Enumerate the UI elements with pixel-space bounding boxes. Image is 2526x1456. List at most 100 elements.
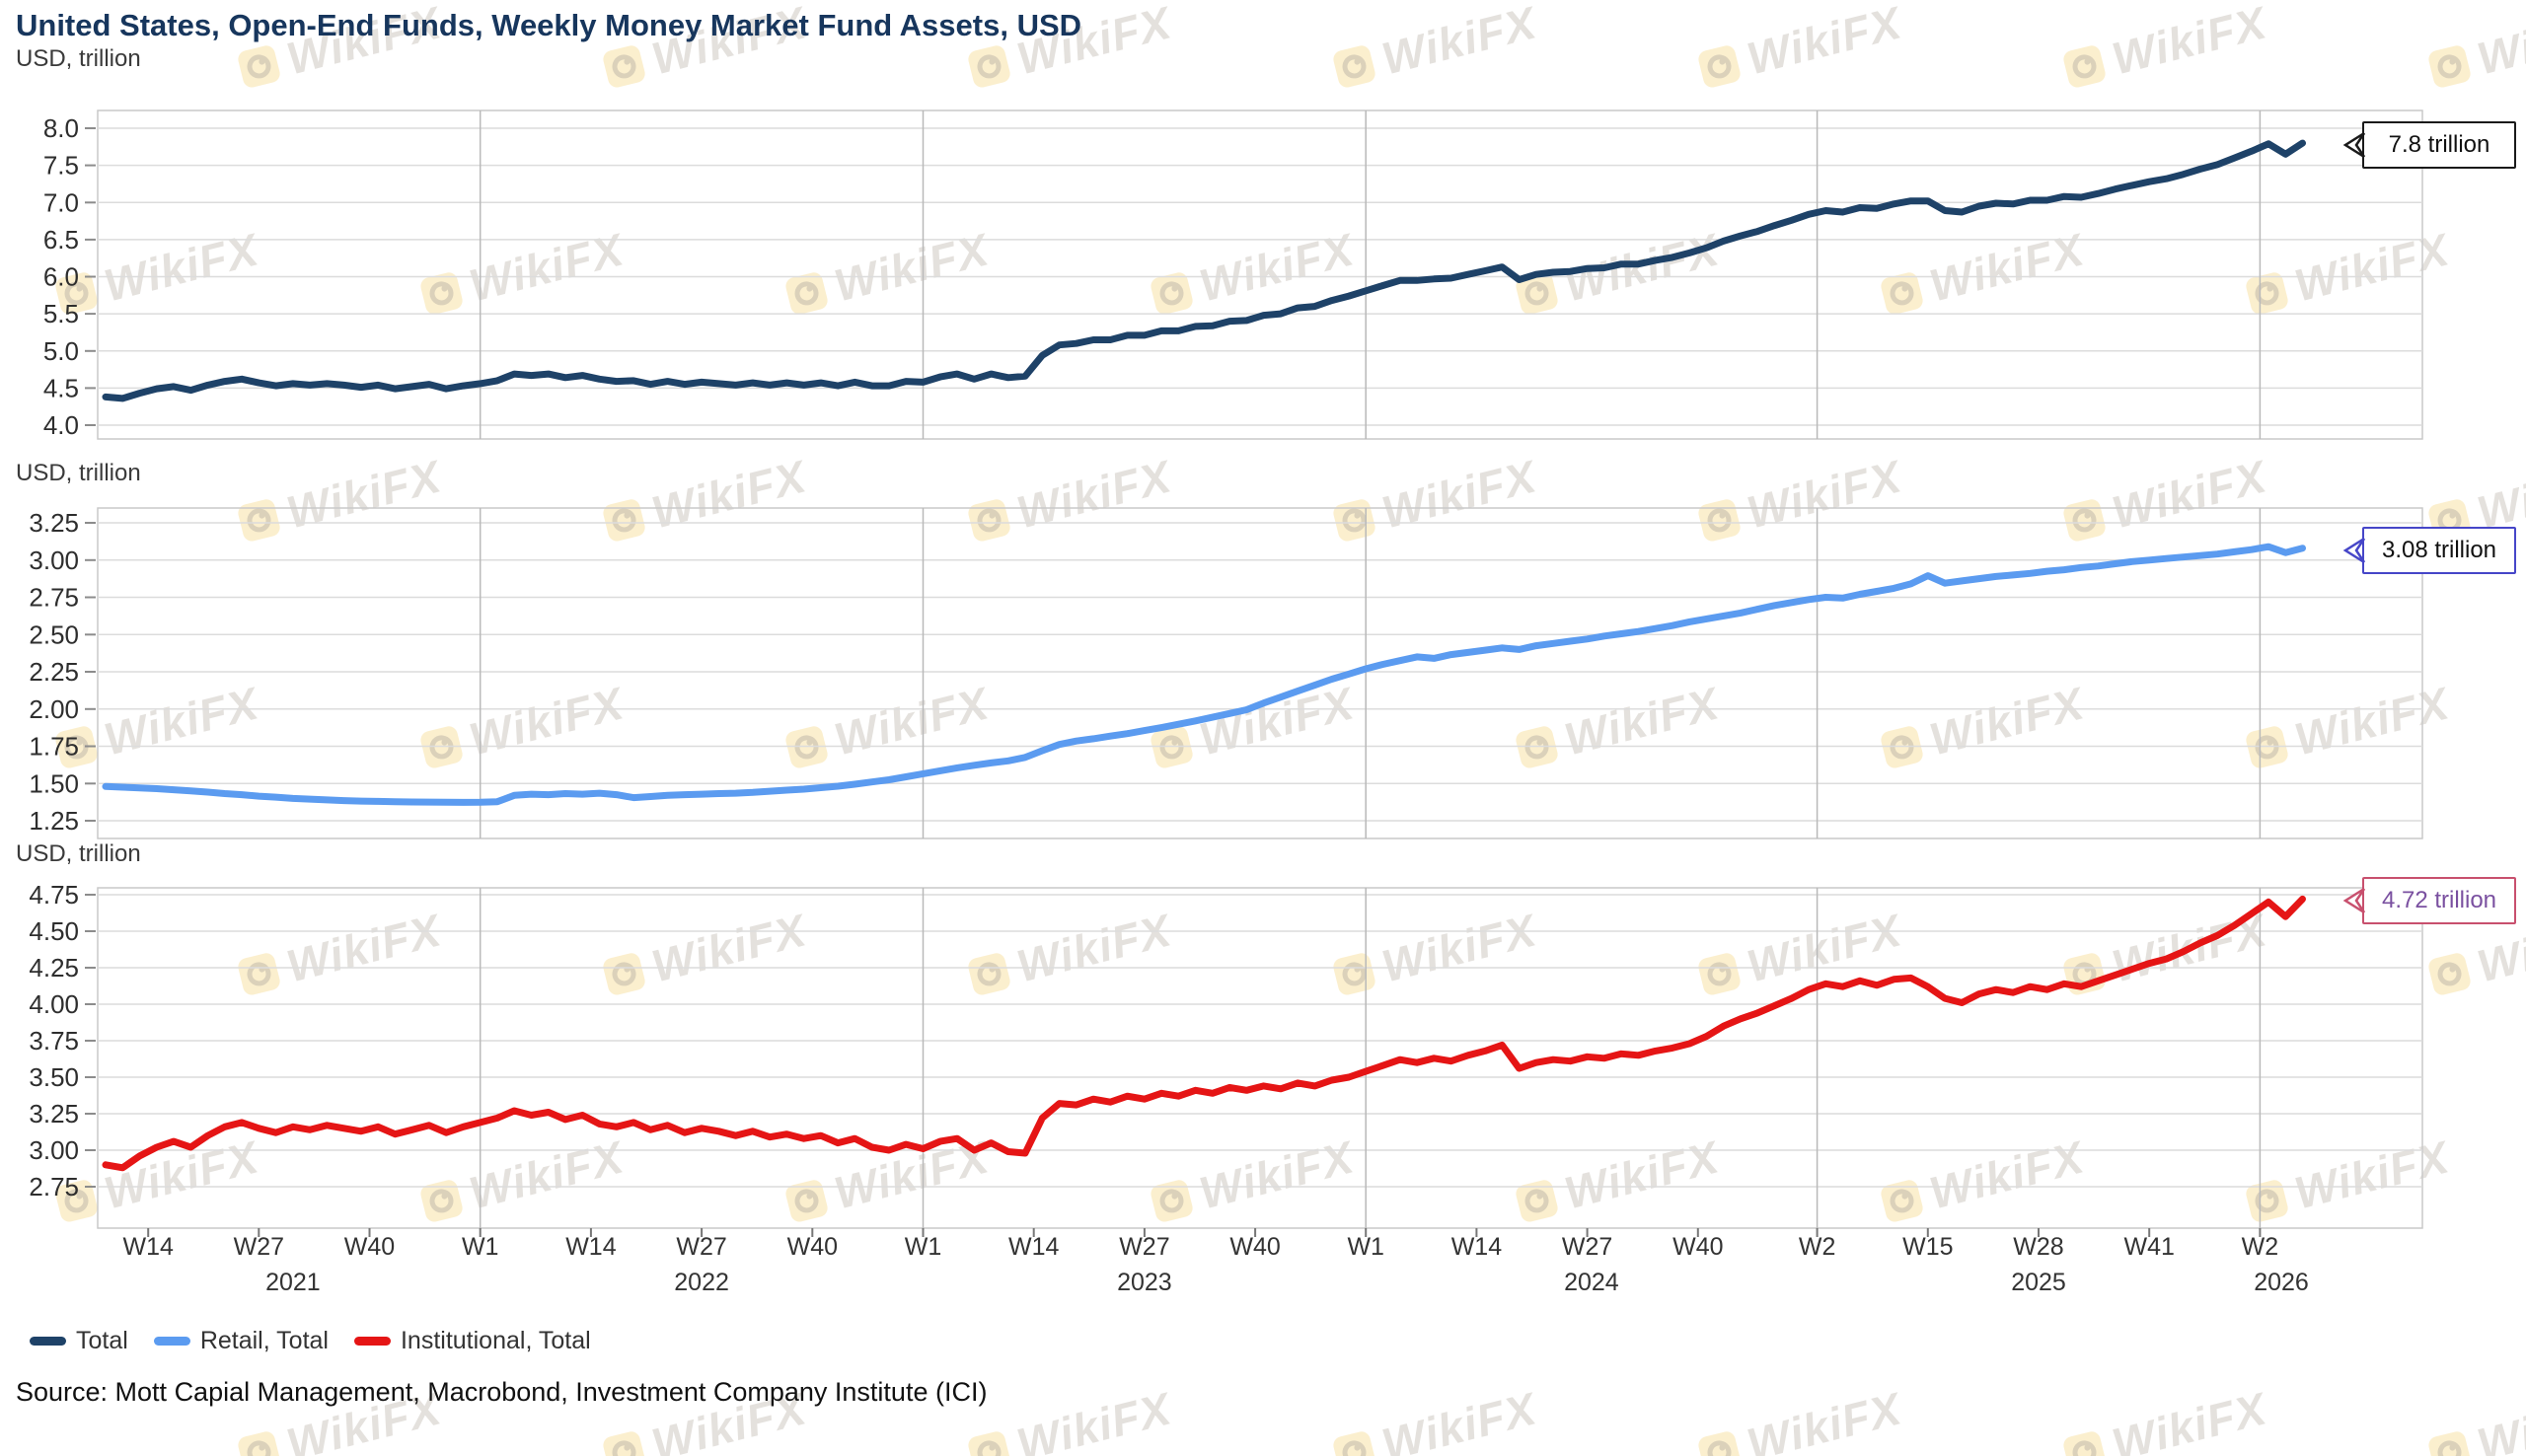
y-axis-label: 7.5: [43, 151, 79, 181]
chart-panel-retail: 3.25 3.00 2.75 2.50 2.25 2.00 1.75 1.50 1.25: [29, 507, 2423, 839]
x-axis-week-label: W1: [461, 1233, 499, 1261]
chart-title: United States, Open-End Funds, Weekly Mo…: [16, 8, 1082, 42]
x-axis-week-label: W14: [565, 1233, 617, 1261]
watermark-logo-icon: [603, 1431, 645, 1456]
y-axis-label: 2.75: [29, 1172, 79, 1201]
callout-institutional: 4.72 trillion: [2342, 877, 2516, 924]
y-axis-label: 2.50: [29, 619, 79, 649]
x-axis-year-label: 2025: [2011, 1269, 2066, 1296]
series-line-retail-total: [102, 543, 2306, 806]
watermark-logo-icon: [1333, 1431, 1375, 1456]
x-axis-week-label: W27: [233, 1233, 284, 1261]
x-axis-week-label: W27: [1119, 1233, 1170, 1261]
y-axis-label: 8.0: [43, 113, 79, 143]
y-axis-label: 1.75: [29, 732, 79, 762]
y-axis-units-label-retail: USD, trillion: [16, 460, 141, 486]
x-axis-week-label: W15: [1902, 1233, 1954, 1261]
x-axis-week-label: W1: [904, 1233, 942, 1261]
watermark-logo-icon: [1333, 45, 1375, 88]
watermark-text: WikiFX: [1011, 1382, 1177, 1456]
y-axis-label: 4.50: [29, 916, 79, 946]
x-axis-year-label: 2026: [2254, 1269, 2309, 1296]
watermark: WikiFX: [2424, 0, 2526, 97]
watermark-text: WikiFX: [2107, 0, 2272, 85]
watermark-logo-icon: [2063, 45, 2106, 88]
x-axis-labels: W14 W27 W40 W1 W14 W27 W40 W1 W14 W27 W40 W1 W14 W27 W…: [0, 1231, 2526, 1302]
watermark-logo-icon: [238, 1431, 280, 1456]
watermark: WikiFX: [1694, 1382, 1907, 1456]
series-line-institutional-total: [102, 895, 2306, 1172]
y-axis-label: 6.0: [43, 262, 79, 292]
legend-item-institutional: Institutional, Total: [353, 1327, 591, 1355]
watermark: WikiFX: [1329, 0, 1542, 97]
legend-item-retail: Retail, Total: [153, 1327, 329, 1355]
watermark: WikiFX: [964, 1382, 1177, 1456]
callout-institutional-value: 4.72 trillion: [2381, 887, 2497, 913]
watermark-logo-icon: [968, 1431, 1010, 1456]
legend-swatch-institutional-icon: [353, 1337, 391, 1346]
chart-panel-institutional: 4.75 4.50 4.25 4.00 3.75 3.50 3.25 3.00 2.75: [29, 880, 2423, 1237]
series-line-total: [102, 139, 2306, 402]
watermark-text: WikiFX: [2472, 1382, 2526, 1456]
callout-arrow-icon: [2342, 131, 2366, 159]
callout-arrow-icon: [2342, 537, 2366, 564]
legend-label-retail: Retail, Total: [199, 1327, 329, 1354]
y-axis-label: 1.50: [29, 768, 79, 798]
watermark: WikiFX: [1694, 0, 1907, 97]
watermark-logo-icon: [2063, 1431, 2106, 1456]
plot-box: [97, 507, 2423, 839]
y-axis-label: 6.5: [43, 225, 79, 255]
x-axis-year-label: 2022: [674, 1269, 729, 1296]
x-axis-week-label: W14: [1007, 1233, 1060, 1261]
callout-total-value: 7.8 trillion: [2388, 131, 2490, 158]
y-axis-label: 2.00: [29, 694, 79, 724]
y-axis-label: 7.0: [43, 187, 79, 217]
y-axis-label: 4.25: [29, 953, 79, 983]
legend-item-total: Total: [30, 1327, 128, 1355]
y-axis-label: 4.00: [29, 989, 79, 1019]
watermark: WikiFX: [2059, 1382, 2272, 1456]
watermark-text: WikiFX: [2107, 1382, 2272, 1456]
y-axis-label: 4.0: [43, 410, 79, 440]
y-axis-label: 3.50: [29, 1062, 79, 1092]
x-axis-year-label: 2023: [1117, 1269, 1172, 1296]
watermark-logo-icon: [2428, 1431, 2471, 1456]
watermark-logo-icon: [1698, 1431, 1741, 1456]
y-axis-label: 5.5: [43, 299, 79, 328]
plot-box: [97, 109, 2423, 440]
watermark: WikiFX: [1329, 1382, 1542, 1456]
x-axis-week-label: W1: [1347, 1233, 1384, 1261]
y-axis-units-label-total: USD, trillion: [16, 45, 141, 72]
y-axis-label: 3.00: [29, 546, 79, 575]
y-axis-units-label-institutional: USD, trillion: [16, 840, 141, 867]
watermark-text: WikiFX: [1376, 0, 1542, 85]
x-axis-year-label: 2021: [265, 1269, 321, 1296]
watermark-text: WikiFX: [1376, 1382, 1542, 1456]
legend-label-institutional: Institutional, Total: [400, 1327, 591, 1354]
legend: Total Retail, Total Institutional, Total: [30, 1327, 591, 1355]
x-axis-week-label: W2: [2241, 1233, 2279, 1261]
callout-retail: 3.08 trillion: [2342, 527, 2516, 574]
x-axis-week-label: W2: [1798, 1233, 1836, 1261]
x-axis-week-label: W27: [676, 1233, 727, 1261]
y-axis-label: 2.75: [29, 583, 79, 613]
watermark: WikiFX: [2424, 1382, 2526, 1456]
y-axis-label: 5.0: [43, 336, 79, 366]
x-axis-week-label: W41: [2123, 1233, 2175, 1261]
legend-label-total: Total: [76, 1327, 128, 1354]
y-axis-label: 3.75: [29, 1026, 79, 1056]
x-axis-year-label: 2024: [1564, 1269, 1619, 1296]
x-axis-week-label: W40: [343, 1233, 396, 1261]
y-axis-label: 3.25: [29, 508, 79, 538]
y-axis-label: 4.75: [29, 880, 79, 910]
watermark-logo-icon: [1698, 45, 1741, 88]
legend-swatch-retail-icon: [153, 1337, 190, 1346]
y-axis-label: 4.5: [43, 373, 79, 402]
x-axis-week-label: W40: [1672, 1233, 1724, 1261]
watermark-text: WikiFX: [1742, 0, 1907, 85]
callout-total: 7.8 trillion: [2342, 121, 2516, 169]
legend-swatch-total-icon: [30, 1337, 66, 1346]
source-attribution: Source: Mott Capial Management, Macrobon…: [16, 1377, 988, 1407]
x-axis-week-label: W14: [1450, 1233, 1503, 1261]
